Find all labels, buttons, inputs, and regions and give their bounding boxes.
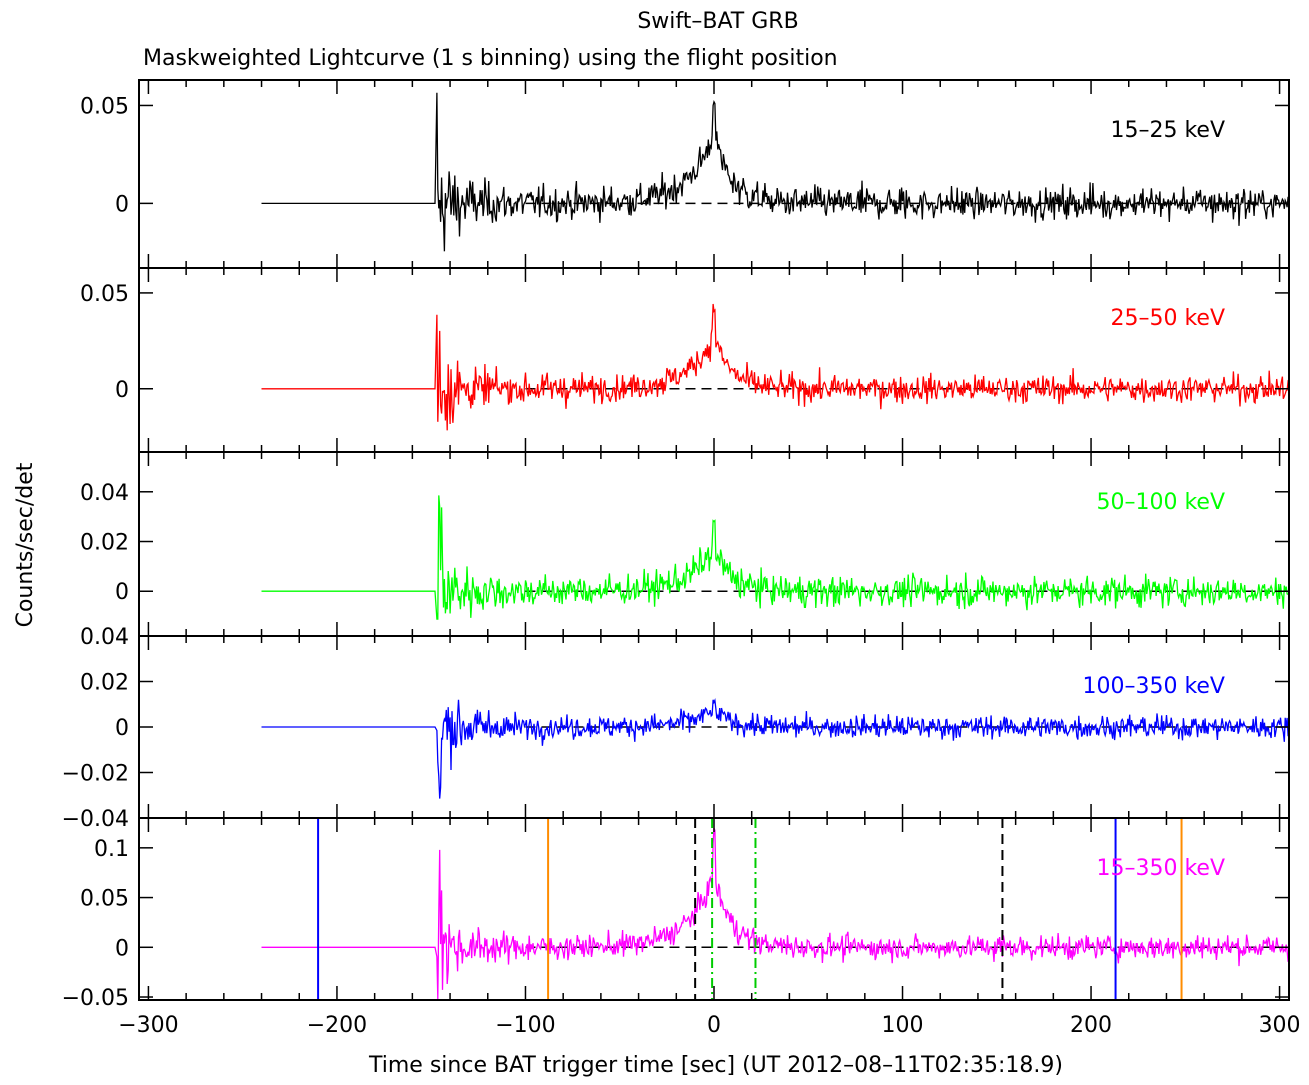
- y-tick-label: 0: [115, 192, 129, 217]
- panel-frame: [138, 451, 1290, 637]
- x-tick-label: 100: [882, 1013, 924, 1038]
- x-tick-label: 300: [1259, 1013, 1301, 1038]
- y-tick-label: 0.04: [80, 625, 129, 650]
- y-tick-label: 0.02: [80, 671, 129, 696]
- y-tick-label: 0: [115, 716, 129, 741]
- panel-5: −0.05 0 0.05 0.1 15–350 keV: [62, 817, 1290, 1011]
- panel-1: 0 0.05 15–25 keV: [80, 79, 1290, 269]
- x-tick-label: −200: [307, 1013, 367, 1038]
- panel-3: 0 0.02 0.04 50–100 keV: [80, 451, 1290, 637]
- y-axis-label: Counts/sec/det: [13, 462, 38, 627]
- energy-band-label: 100–350 keV: [1082, 674, 1225, 699]
- y-tick-label: −0.05: [62, 986, 129, 1011]
- y-tick-label: 0: [115, 936, 129, 961]
- lightcurve-series: [261, 303, 1290, 431]
- y-tick-label: −0.04: [62, 807, 129, 832]
- y-tick-label: 0.04: [80, 481, 129, 506]
- y-tick-label: −0.02: [62, 762, 129, 787]
- y-tick-label: 0.02: [80, 531, 129, 556]
- y-tick-label: 0: [115, 378, 129, 403]
- panel-2: 0 0.05 25–50 keV: [80, 267, 1290, 453]
- panel-frame: [138, 267, 1290, 453]
- lightcurve-series: [261, 495, 1290, 620]
- lightcurve-series: [261, 92, 1290, 252]
- chart-subtitle: Maskweighted Lightcurve (1 s binning) us…: [143, 46, 838, 71]
- y-tick-label: 0: [115, 580, 129, 605]
- y-tick-label: 0.05: [80, 282, 129, 307]
- x-tick-label: −300: [118, 1013, 178, 1038]
- y-tick-label: 0.1: [94, 837, 129, 862]
- x-tick-label: 0: [707, 1013, 721, 1038]
- energy-band-label: 50–100 keV: [1096, 490, 1225, 515]
- y-tick-label: 0.05: [80, 94, 129, 119]
- x-tick-label: 200: [1070, 1013, 1112, 1038]
- x-axis: −300 −200 −100 0 100 200 300: [118, 1013, 1300, 1038]
- energy-band-label: 15–350 keV: [1096, 856, 1225, 881]
- energy-band-label: 25–50 keV: [1110, 306, 1225, 331]
- y-tick-label: 0.05: [80, 887, 129, 912]
- panel-frame: [138, 79, 1290, 269]
- x-axis-label: Time since BAT trigger time [sec] (UT 20…: [368, 1053, 1063, 1078]
- panels-group: 0 0.05 15–25 keV 0 0.05 25–50 keV 0 0.02 0.04 50–…: [62, 79, 1290, 1011]
- lightcurve-series: [261, 697, 1290, 799]
- panel-4: −0.04 −0.02 0 0.02 0.04 100–350 keV: [62, 625, 1290, 832]
- chart-title: Swift–BAT GRB: [637, 9, 798, 34]
- lightcurve-series: [261, 827, 1290, 1000]
- x-tick-label: −100: [495, 1013, 555, 1038]
- energy-band-label: 15–25 keV: [1110, 118, 1225, 143]
